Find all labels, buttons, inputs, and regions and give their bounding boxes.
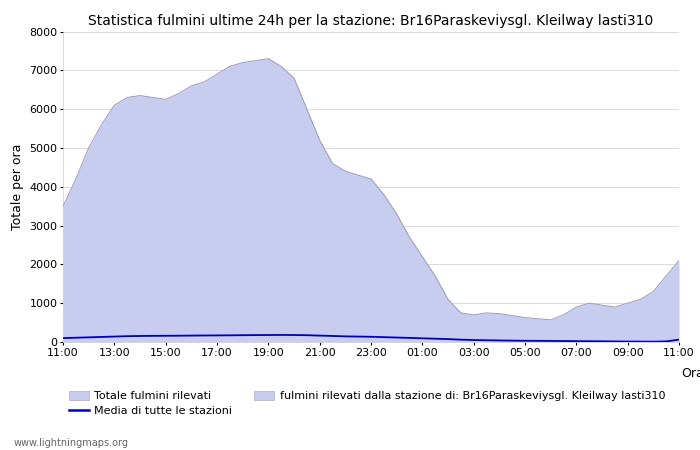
- Text: Orario: Orario: [682, 367, 700, 380]
- Text: www.lightningmaps.org: www.lightningmaps.org: [14, 438, 129, 448]
- Legend: Totale fulmini rilevati, Media di tutte le stazioni, fulmini rilevati dalla staz: Totale fulmini rilevati, Media di tutte …: [69, 391, 666, 416]
- Y-axis label: Totale per ora: Totale per ora: [10, 144, 24, 230]
- Title: Statistica fulmini ultime 24h per la stazione: Br16Paraskeviysgl. Kleilway lasti: Statistica fulmini ultime 24h per la sta…: [88, 14, 654, 27]
